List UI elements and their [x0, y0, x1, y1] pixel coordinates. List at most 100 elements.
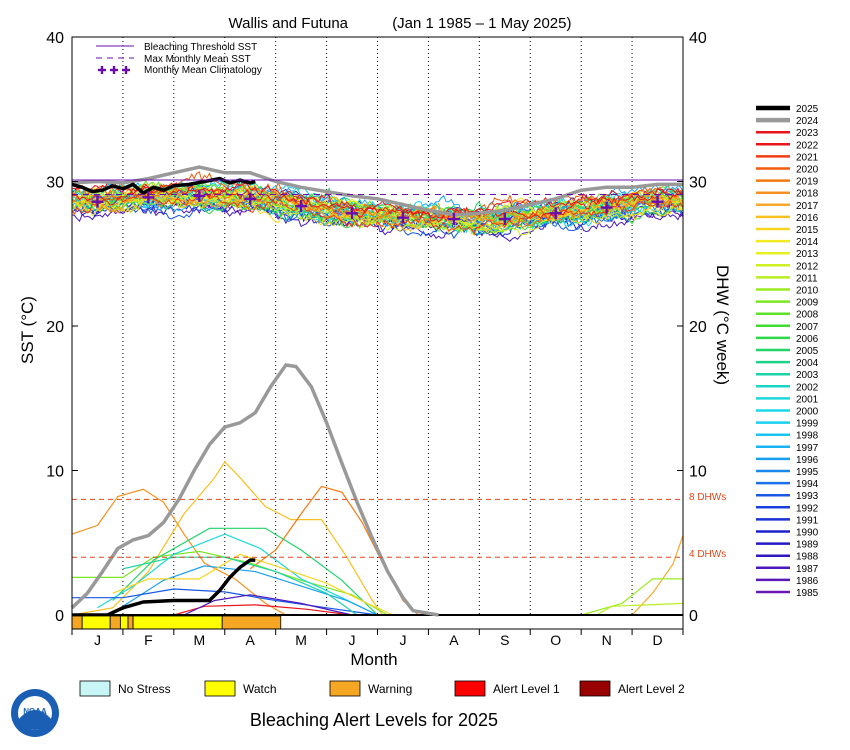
y-tick-label: 30 [46, 175, 64, 192]
y2-tick-label: 0 [689, 608, 698, 625]
chart-subtitle: (Jan 1 1985 – 1 May 2025) [392, 15, 571, 32]
climatology-marker [91, 195, 104, 208]
dhw-line-1987 [183, 594, 353, 616]
alert-bar-segment [71, 615, 83, 630]
y-tick-label: 20 [46, 319, 64, 336]
dhw-line-2015 [112, 553, 394, 616]
climatology-marker [651, 195, 664, 208]
month-label: O [550, 632, 561, 648]
alert-bar-segment [132, 615, 223, 630]
footer-title: Bleaching Alert Levels for 2025 [250, 710, 498, 730]
month-label: J [94, 632, 101, 648]
alert-legend-label: Warning [368, 682, 412, 696]
year-legend-label: 1993 [796, 491, 819, 502]
alert-legend-swatch [204, 680, 236, 697]
year-legend-label: 1994 [796, 479, 819, 490]
year-legend-label: 1989 [796, 540, 819, 551]
month-label: J [349, 632, 356, 648]
dhw-line-1993 [72, 588, 378, 616]
dhw-8-label: 8 DHWs [689, 492, 726, 503]
alert-bar-segment [127, 615, 134, 630]
year-legend-label: 2012 [796, 261, 819, 272]
year-legend-label: 2016 [796, 213, 819, 224]
year-legend-label: 2017 [796, 201, 819, 212]
threshold-layer [72, 179, 683, 558]
year-legend-label: 2018 [796, 189, 819, 200]
climatology-legend-label: Monthly Mean Climatology [144, 65, 262, 76]
noaa-logo: NOAA [11, 689, 59, 737]
y-tick-label: 10 [46, 464, 64, 481]
sst-line-2021 [71, 192, 684, 236]
year-legend-label: 1992 [796, 503, 819, 514]
month-label: M [295, 632, 307, 648]
climatology-marker [142, 191, 155, 204]
chart-title: Wallis and Futuna [229, 15, 349, 32]
climatology-marker [447, 213, 460, 226]
alert-legend-label: Alert Level 2 [618, 682, 685, 696]
dhw-line-2005 [112, 527, 378, 616]
top-legend: Bleaching Threshold SST Max Monthly Mean… [96, 42, 262, 76]
year-legend-label: 2024 [796, 116, 819, 127]
alert-legend-label: Alert Level 1 [493, 682, 560, 696]
year-legend-label: 2019 [796, 177, 819, 188]
threshold-legend-label: Bleaching Threshold SST [144, 42, 257, 53]
year-legend-label: 2021 [796, 152, 819, 163]
year-legend-label: 1995 [796, 467, 819, 478]
mmm-legend-label: Max Monthly Mean SST [144, 54, 251, 65]
noaa-logo-wave [18, 710, 52, 730]
y2-axis-label: DHW (°C week) [713, 265, 732, 385]
month-label: M [193, 632, 205, 648]
year-legend-label: 2015 [796, 225, 819, 236]
dhw-line-2003 [122, 556, 358, 616]
sst-series-layer [71, 165, 684, 242]
month-label: N [602, 632, 612, 648]
alert-bar-segment [81, 615, 111, 630]
dhw-line-2022 [173, 604, 353, 616]
y2-tick-label: 30 [689, 175, 707, 192]
climatology-marker [193, 189, 206, 202]
climatology-marker [396, 211, 409, 224]
y-tick-label: 40 [46, 30, 64, 47]
noaa-logo-text: NOAA [23, 707, 47, 716]
dhw-line-2001 [97, 533, 378, 616]
sst-line-2025 [71, 176, 256, 196]
month-label: F [144, 632, 153, 648]
alert-legend-swatch [329, 680, 361, 697]
year-legend-label: 2005 [796, 346, 819, 357]
sst-line-2019 [71, 187, 684, 227]
dhw-line-1996 [122, 565, 378, 616]
y2-tick-label: 40 [689, 30, 707, 47]
dhw-line-2025 [72, 558, 256, 617]
alert-bar-segment [221, 615, 282, 630]
year-legend-label: 2004 [796, 358, 819, 369]
chart-title-group: Wallis and Futuna (Jan 1 1985 – 1 May 20… [229, 15, 572, 32]
year-legend-label: 2013 [796, 249, 819, 260]
sst-line-2015 [71, 193, 684, 230]
year-legend-label: 2025 [796, 104, 819, 115]
climatology-marker [498, 213, 511, 226]
year-legend-label: 1998 [796, 431, 819, 442]
alert-legend-swatch [454, 680, 486, 697]
y2-tick-label: 20 [689, 319, 707, 336]
dhw-line-2024 [70, 363, 439, 617]
climatology-legend-swatch [98, 66, 130, 74]
month-gridlines [122, 37, 633, 615]
alert-bar-segment [109, 615, 121, 630]
year-legend-label: 2020 [796, 165, 819, 176]
x-axis-label: Month [350, 650, 397, 669]
year-legend-label: 2002 [796, 382, 819, 393]
year-legend-label: 2003 [796, 370, 819, 381]
year-legend-label: 1991 [796, 515, 819, 526]
year-legend-label: 2011 [796, 273, 818, 284]
year-legend-label: 2007 [796, 322, 819, 333]
month-label: A [246, 632, 256, 648]
month-label: D [652, 632, 662, 648]
year-legend-label: 2010 [796, 286, 819, 297]
alert-bar-segment [119, 615, 129, 630]
year-legend-label: 1988 [796, 552, 819, 563]
year-legend-label: 1986 [796, 576, 819, 587]
year-legend-label: 2006 [796, 334, 819, 345]
y2-tick-label: 10 [689, 464, 707, 481]
